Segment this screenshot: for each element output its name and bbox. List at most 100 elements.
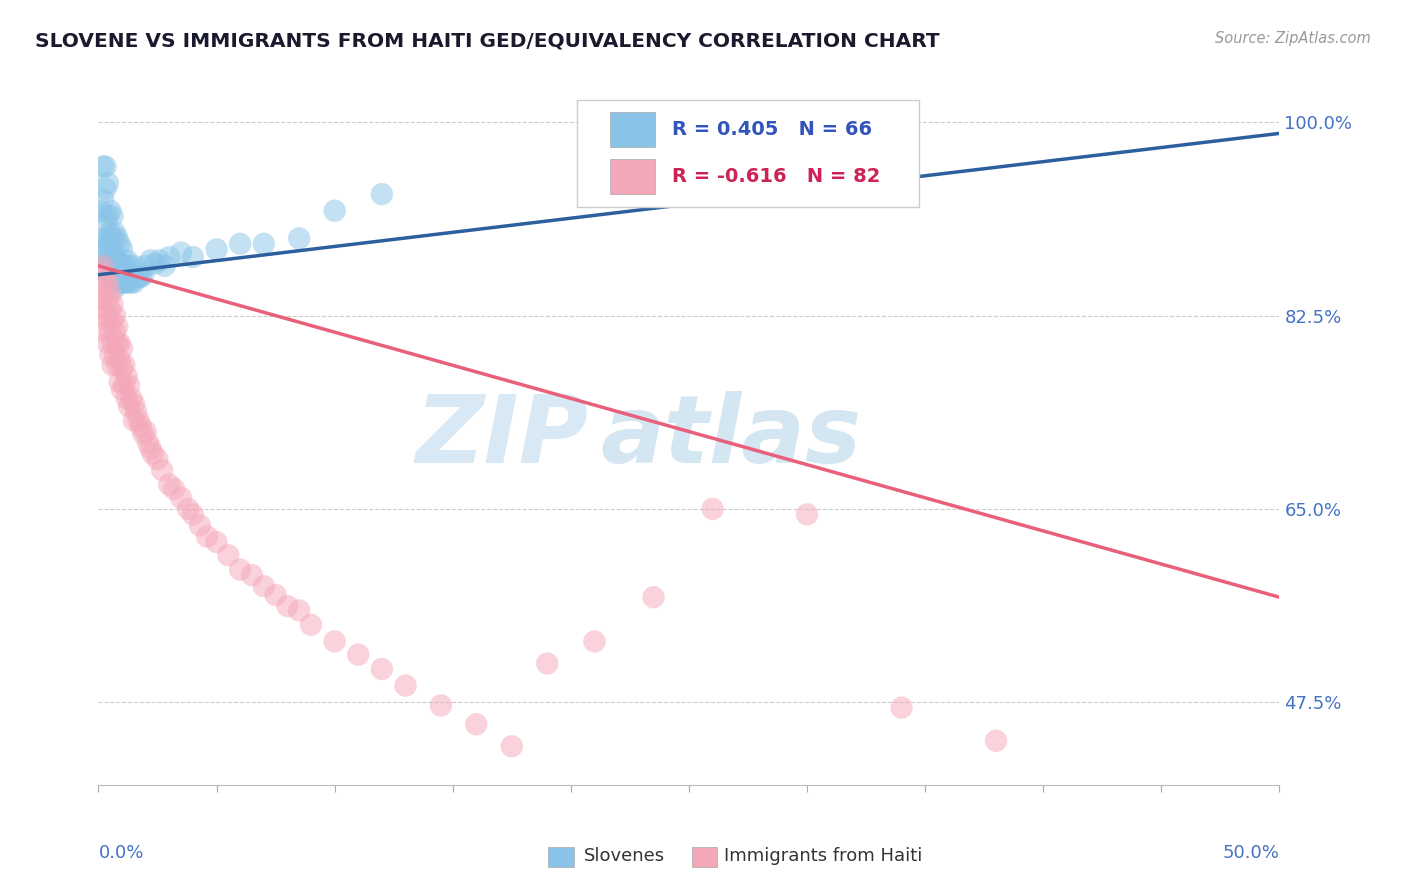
Point bbox=[98, 347, 121, 361]
Point bbox=[91, 193, 114, 207]
Point bbox=[111, 342, 134, 356]
Point bbox=[98, 286, 121, 301]
Point bbox=[122, 397, 145, 411]
Point bbox=[796, 508, 818, 522]
Point bbox=[264, 588, 287, 602]
Point bbox=[112, 359, 135, 373]
Point bbox=[101, 231, 124, 245]
Point bbox=[98, 226, 121, 240]
Point bbox=[115, 276, 138, 290]
Point bbox=[94, 269, 117, 284]
Point bbox=[157, 250, 180, 264]
Point bbox=[90, 248, 112, 262]
Point bbox=[104, 248, 127, 262]
Point bbox=[97, 176, 120, 190]
Point bbox=[128, 413, 150, 427]
Point bbox=[94, 253, 117, 268]
Point bbox=[115, 253, 138, 268]
Point bbox=[111, 360, 134, 375]
Point bbox=[153, 259, 176, 273]
Point bbox=[94, 325, 117, 339]
Point bbox=[430, 698, 453, 713]
Point bbox=[108, 375, 131, 389]
Point bbox=[105, 253, 128, 268]
Point bbox=[129, 269, 152, 284]
Point bbox=[394, 679, 416, 693]
Point bbox=[101, 359, 124, 373]
Point bbox=[465, 717, 488, 731]
Point bbox=[371, 187, 394, 202]
Bar bbox=[610, 112, 655, 146]
Point bbox=[181, 508, 204, 522]
Point bbox=[229, 236, 252, 251]
Point bbox=[170, 245, 193, 260]
Text: 0.0%: 0.0% bbox=[98, 844, 143, 862]
Point bbox=[205, 535, 228, 549]
Point bbox=[94, 286, 117, 301]
Point bbox=[501, 739, 523, 754]
Point bbox=[157, 477, 180, 491]
Point bbox=[94, 215, 117, 229]
Text: Source: ZipAtlas.com: Source: ZipAtlas.com bbox=[1215, 31, 1371, 46]
Text: R = -0.616   N = 82: R = -0.616 N = 82 bbox=[672, 167, 880, 186]
Point bbox=[111, 243, 134, 257]
Point bbox=[163, 482, 186, 496]
Point bbox=[97, 231, 120, 245]
Point bbox=[125, 269, 148, 284]
Point bbox=[112, 259, 135, 273]
Point bbox=[101, 248, 124, 262]
Point bbox=[253, 236, 276, 251]
Point bbox=[97, 259, 120, 273]
Point bbox=[299, 617, 322, 632]
Point bbox=[536, 657, 558, 671]
Point bbox=[229, 563, 252, 577]
Point bbox=[240, 568, 263, 582]
Point bbox=[90, 292, 112, 306]
Point bbox=[90, 264, 112, 278]
Point bbox=[143, 257, 166, 271]
Point bbox=[104, 325, 127, 339]
Point bbox=[115, 369, 138, 384]
Point bbox=[94, 236, 117, 251]
Point bbox=[323, 203, 346, 218]
Point bbox=[91, 276, 114, 290]
Point bbox=[101, 297, 124, 311]
Point bbox=[122, 259, 145, 273]
Point bbox=[105, 231, 128, 245]
Point bbox=[97, 336, 120, 351]
Point bbox=[122, 413, 145, 427]
Point bbox=[104, 347, 127, 361]
FancyBboxPatch shape bbox=[576, 100, 920, 208]
Point bbox=[98, 236, 121, 251]
Point bbox=[170, 491, 193, 505]
Point bbox=[94, 181, 117, 195]
Point bbox=[91, 160, 114, 174]
Point bbox=[129, 419, 152, 434]
Point bbox=[90, 203, 112, 218]
Point bbox=[94, 309, 117, 323]
Point bbox=[105, 359, 128, 373]
Text: ZIP: ZIP bbox=[416, 391, 589, 483]
Point bbox=[101, 336, 124, 351]
Point bbox=[702, 501, 724, 516]
Point bbox=[105, 319, 128, 334]
Point bbox=[217, 548, 239, 562]
Point bbox=[890, 700, 912, 714]
Text: SLOVENE VS IMMIGRANTS FROM HAITI GED/EQUIVALENCY CORRELATION CHART: SLOVENE VS IMMIGRANTS FROM HAITI GED/EQU… bbox=[35, 31, 939, 50]
Point bbox=[135, 259, 157, 273]
Point bbox=[149, 253, 172, 268]
Point bbox=[118, 378, 141, 392]
Point bbox=[205, 243, 228, 257]
Point bbox=[104, 264, 127, 278]
Point bbox=[91, 303, 114, 318]
Point bbox=[188, 518, 211, 533]
Point bbox=[125, 405, 148, 419]
Point bbox=[91, 259, 114, 273]
Point bbox=[111, 259, 134, 273]
Point bbox=[104, 309, 127, 323]
Text: R = 0.405   N = 66: R = 0.405 N = 66 bbox=[672, 120, 873, 139]
Point bbox=[97, 292, 120, 306]
Point bbox=[288, 603, 311, 617]
Point bbox=[195, 529, 218, 543]
Point bbox=[94, 160, 117, 174]
